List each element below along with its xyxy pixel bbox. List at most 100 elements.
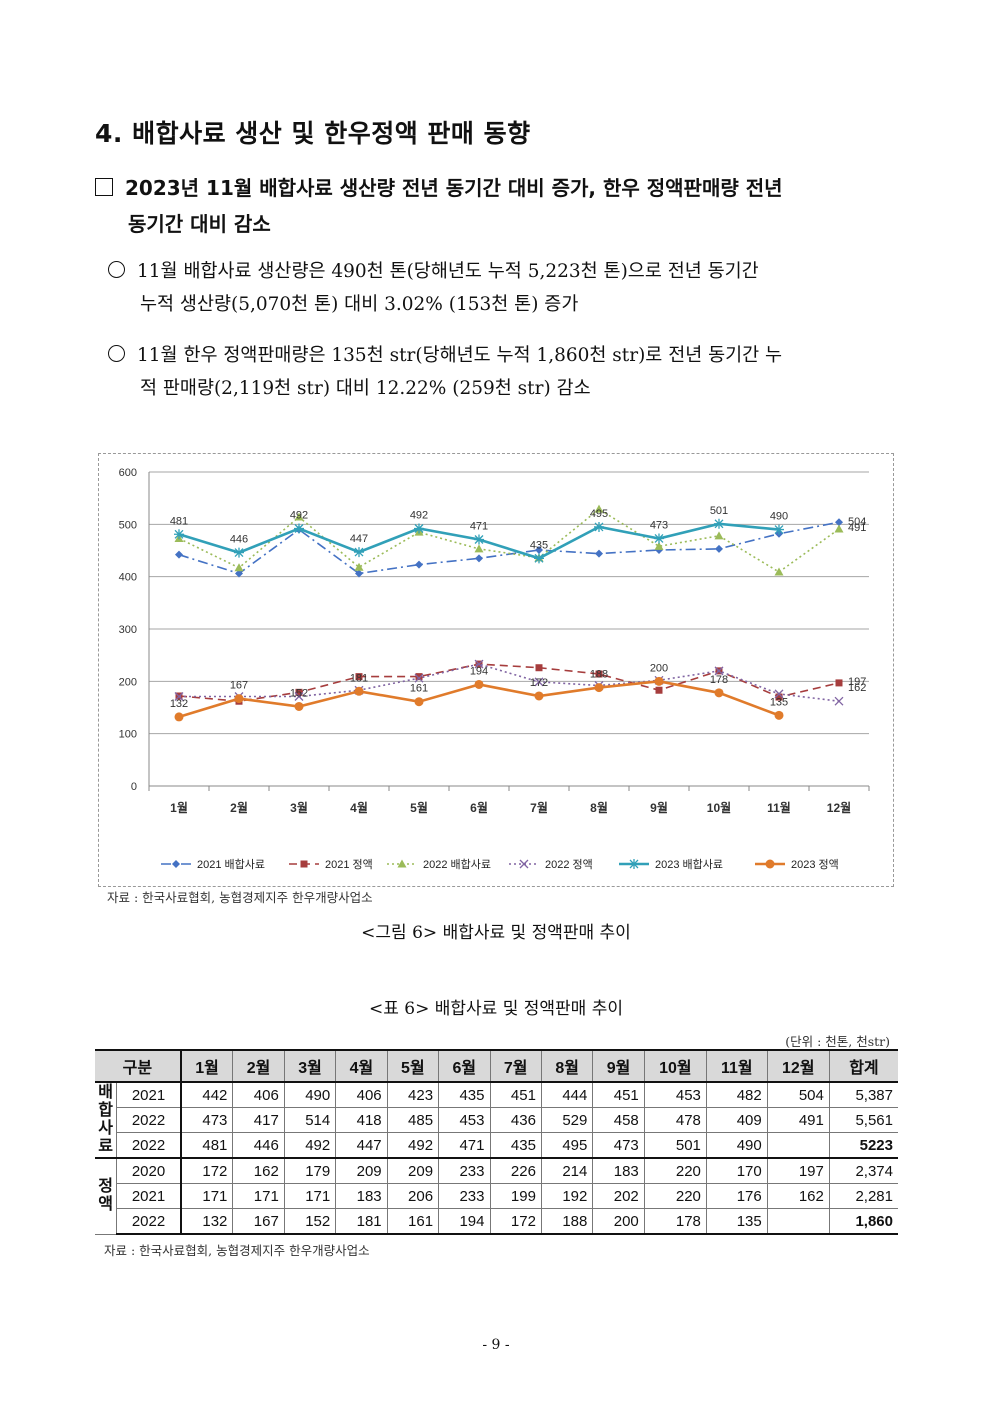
row-year: 2022 — [116, 1208, 182, 1235]
data-point — [414, 697, 424, 707]
table-cell: 501 — [643, 1132, 707, 1159]
table-cell: 179 — [283, 1157, 337, 1184]
data-point — [534, 553, 544, 564]
data-label: 471 — [470, 521, 488, 533]
group-label-char: 배 — [98, 1084, 113, 1101]
table-cell: 473 — [592, 1132, 645, 1159]
legend-label: 2021 배합사료 — [197, 858, 265, 871]
table-cell: 176 — [705, 1183, 768, 1209]
table-cell: 162 — [232, 1157, 285, 1184]
y-tick-label: 500 — [119, 519, 137, 531]
table-cell: 451 — [592, 1081, 645, 1108]
data-point — [594, 683, 604, 693]
bullet-line-1: 11월 한우 정액판매량은 135천 str(당해년도 누적 1,860천 st… — [137, 345, 783, 366]
row-total: 2,281 — [828, 1183, 898, 1209]
table-cell: 446 — [232, 1132, 285, 1159]
table-unit-note: (단위 : 천톤, 천str) — [785, 1034, 890, 1049]
data-point — [174, 712, 184, 722]
table-cell: 447 — [335, 1132, 388, 1159]
row-total: 5,561 — [828, 1107, 898, 1133]
chart-source-note: 자료 : 한국사료협회, 농협경제지주 한우개량사업소 — [107, 890, 373, 905]
table-cell: 167 — [232, 1208, 285, 1235]
data-point — [835, 518, 843, 527]
row-year: 2020 — [116, 1157, 182, 1184]
table-cell: 152 — [283, 1208, 337, 1235]
y-tick-label: 300 — [119, 624, 137, 636]
table-cell: 453 — [643, 1081, 707, 1108]
data-point — [714, 666, 724, 676]
headline-line-2: 동기간 대비 감소 — [128, 212, 271, 236]
x-tick-label: 10월 — [707, 800, 731, 815]
row-year: 2021 — [116, 1081, 182, 1108]
row-year: 2021 — [116, 1183, 182, 1209]
data-point — [175, 550, 183, 559]
legend-marker — [519, 859, 529, 869]
table-cell: 172 — [180, 1157, 234, 1184]
header-month: 3월 — [283, 1049, 337, 1083]
data-point — [714, 688, 724, 698]
legend-marker — [397, 859, 407, 868]
y-tick-label: 100 — [119, 729, 137, 741]
y-tick-label: 200 — [119, 676, 137, 688]
x-tick-label: 2월 — [230, 800, 248, 815]
data-point — [174, 529, 184, 540]
data-point — [474, 534, 484, 545]
table-cell: 172 — [489, 1208, 542, 1235]
data-label: 135 — [770, 696, 788, 708]
table-cell: 418 — [335, 1107, 388, 1133]
header-month: 6월 — [438, 1049, 491, 1083]
data-label: 162 — [848, 682, 866, 694]
data-point — [354, 547, 364, 558]
header-month: 2월 — [232, 1049, 285, 1083]
data-label: 491 — [848, 522, 866, 534]
table-cell: 135 — [705, 1208, 768, 1235]
header-total: 합계 — [828, 1049, 898, 1083]
summary-headline: 2023년 11월 배합사료 생산량 전년 동기간 대비 증가, 한우 정액판매… — [95, 170, 900, 242]
data-point — [354, 686, 364, 696]
table-cell: 170 — [705, 1157, 768, 1184]
header-month: 11월 — [705, 1049, 768, 1083]
line-chart: 0 100 200 300 400 500 600 1월 2월 3월 4월 5월 6월 7월 8월 9월 10월… — [119, 467, 870, 871]
data-point — [294, 701, 304, 711]
x-tick-label: 8월 — [590, 800, 608, 815]
legend-label: 2023 정액 — [791, 858, 839, 871]
table-cell: 197 — [766, 1157, 830, 1184]
table-row: 2021 171 171 171 183 206 233 199 192 202 220 176 162… — [95, 1183, 898, 1209]
header-month: 1월 — [180, 1049, 234, 1083]
bullet-line-2: 누적 생산량(5,070천 톤) 대비 3.02% (153천 톤) 증가 — [140, 294, 579, 315]
legend-marker — [300, 860, 308, 868]
data-point — [294, 692, 304, 701]
data-label: 167 — [230, 680, 248, 692]
table-cell: 132 — [180, 1208, 234, 1235]
series-line — [179, 663, 840, 702]
data-label: 181 — [350, 672, 368, 684]
data-point — [835, 679, 843, 687]
x-tick-label: 3월 — [290, 800, 308, 815]
y-tick-label: 0 — [131, 781, 137, 793]
table-header-row: 구분 1월 2월 3월 4월 5월 6월 7월 8월 9월 10월 11월 12… — [95, 1049, 898, 1083]
table-cell: 162 — [766, 1183, 830, 1209]
section-heading: 4. 배합사료 생산 및 한우정액 판매 동향 — [95, 119, 531, 148]
series-line — [178, 663, 840, 703]
circle-bullet-icon — [108, 261, 125, 278]
table-cell: 233 — [438, 1183, 491, 1209]
x-tick-label: 7월 — [530, 800, 548, 815]
row-total: 1,860 — [828, 1208, 898, 1235]
table-cell: 417 — [232, 1107, 285, 1133]
table-cell: 171 — [180, 1183, 234, 1209]
data-label: 473 — [650, 519, 668, 531]
data-label: 481 — [170, 515, 188, 527]
table-cell: 206 — [386, 1183, 440, 1209]
header-month: 5월 — [386, 1049, 440, 1083]
data-point — [594, 504, 604, 513]
table-cell: 188 — [540, 1208, 594, 1235]
y-tick-label: 600 — [119, 467, 137, 479]
group-label-char: 료 — [98, 1138, 113, 1155]
legend-marker — [629, 859, 639, 869]
data-table: 구분 1월 2월 3월 4월 5월 6월 7월 8월 9월 10월 11월 12… — [95, 1049, 898, 1235]
legend-label: 2021 정액 — [325, 858, 373, 871]
table-cell — [766, 1132, 830, 1159]
table-row: 정 액 2020 172 162 179 209 209 233 226 214 183 220 170 1… — [95, 1157, 898, 1235]
data-point — [234, 547, 244, 558]
table-cell: 409 — [705, 1107, 768, 1133]
